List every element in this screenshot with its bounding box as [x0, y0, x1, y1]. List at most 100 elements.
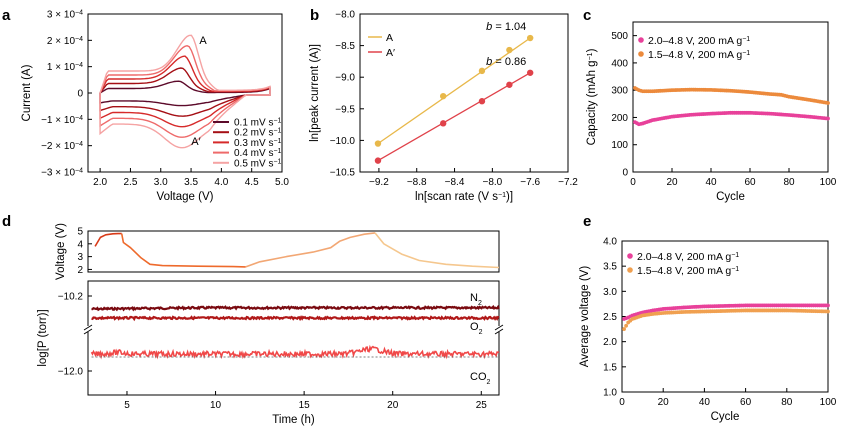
x-axis-label: ln[scan rate (V s−1)]: [415, 191, 513, 203]
y-tick-label: 2: [77, 265, 83, 276]
y-tick-label: 5: [77, 227, 83, 238]
gas-label: N2: [470, 292, 482, 307]
x-tick-label: 25: [476, 400, 488, 411]
gas-label: CO2: [470, 371, 491, 386]
legend-label: 0.1 mV s−1: [234, 117, 282, 129]
voltage-curve: [120, 233, 246, 268]
axis-break-gap: [84, 326, 92, 332]
data-point: [624, 323, 629, 328]
axis-break-mark: [83, 328, 93, 335]
panel-label-c: c: [583, 7, 591, 24]
legend-label: 0.5 mV s−1: [234, 158, 282, 170]
x-axis-label: Time (h): [272, 414, 315, 426]
pressure-frame: [87, 280, 500, 396]
slope-label: b = 0.86: [486, 56, 526, 68]
y-tick-label: −10.5: [330, 168, 356, 179]
legend-label: A: [386, 32, 393, 44]
data-point: [374, 140, 382, 147]
data-point: [622, 327, 626, 331]
y-tick-label: 200: [611, 113, 628, 124]
data-point: [826, 101, 830, 105]
x-tick-label: 4.5: [245, 177, 259, 188]
axis-break-mark: [494, 328, 504, 335]
y-tick-label: −10.0: [330, 136, 356, 147]
panel-label-e: e: [583, 213, 591, 230]
y-tick-label: −12.0: [58, 367, 84, 378]
x-tick-label: 5: [124, 400, 130, 411]
y-tick-label: 3.5: [603, 262, 617, 273]
legend-marker: [627, 267, 633, 273]
legend-label: 1.5–4.8 V, 200 mA g−1: [637, 265, 739, 277]
data-point: [440, 120, 447, 127]
cv-curve: [99, 34, 271, 149]
legend-marker: [638, 37, 644, 43]
legend-label: 0.4 mV s−1: [234, 148, 282, 160]
x-tick-label: 20: [387, 400, 399, 411]
y-tick-label: 3: [77, 252, 83, 263]
fit-line: [377, 72, 531, 162]
data-point: [440, 92, 447, 100]
panel-label-a: a: [2, 7, 11, 24]
x-tick-label: −9.2: [369, 177, 389, 188]
slope-label: b = 1.04: [486, 21, 526, 33]
cv-curve: [99, 80, 271, 107]
legend-label: 2.0–4.8 V, 200 mA g−1: [637, 251, 739, 263]
voltage-frame: [87, 230, 500, 273]
x-tick-label: 20: [666, 177, 678, 188]
x-tick-label: −7.6: [520, 177, 540, 188]
legend-label: A′: [386, 47, 395, 59]
legend-marker: [638, 51, 644, 57]
y-tick-label: −1 × 10−4: [41, 114, 83, 126]
y-tick-label: −9.5: [335, 104, 355, 115]
x-tick-label: 3.5: [184, 177, 198, 188]
x-tick-label: 0: [619, 397, 625, 408]
y-axis-label-pressure: log[P (torr)]: [37, 309, 49, 366]
data-point: [374, 157, 382, 164]
y-tick-label: 2 × 10−4: [47, 35, 83, 47]
y-tick-label: 300: [611, 86, 628, 97]
pressure-trace: [90, 344, 500, 360]
panel-e-average-voltage-chart: 0 20 40 60 80 100 1.0 1.5 2.0 2.5 3.0 3.5 4.0 Cycle Av…: [579, 237, 837, 424]
x-tick-label: 15: [299, 400, 311, 411]
axis-break-mark: [83, 324, 93, 331]
panel-a-cv-chart: 2.0 2.5 3.0 3.5 4.0 4.5 5.0 −3 × 10−4 −2 × 10−4 −…: [21, 9, 289, 203]
x-axis-label: Cycle: [711, 411, 740, 423]
y-tick-label: −9.0: [335, 73, 355, 84]
plot-frame: [621, 240, 829, 393]
x-tick-label: 100: [820, 397, 837, 408]
panel-b-peak-current-chart: −9.2 −8.8 −8.4 −8.0 −7.6 −7.2 −10.5 −10.0 −9.5 −9…: [309, 10, 578, 204]
y-tick-label: 4.0: [603, 237, 617, 248]
data-point: [526, 69, 534, 76]
x-tick-label: 80: [781, 397, 793, 408]
x-tick-label: 2.5: [123, 177, 137, 188]
x-tick-label: 40: [699, 397, 711, 408]
y-tick-label: −2 × 10−4: [41, 141, 83, 153]
pressure-trace: [91, 314, 500, 322]
y-tick-label: −10.2: [58, 292, 84, 303]
axis-break-mark: [494, 324, 504, 331]
data-point: [826, 116, 830, 121]
data-point: [826, 309, 830, 314]
voltage-curve: [94, 232, 122, 247]
panel-label-b: b: [310, 7, 319, 24]
y-tick-label: −8.5: [335, 41, 355, 52]
legend-label: 1.5–4.8 V, 200 mA g−1: [648, 49, 750, 61]
y-axis-label: ln[peak current (A)]: [309, 44, 321, 142]
legend-label: 0.2 mV s−1: [234, 127, 282, 139]
legend-label: 0.3 mV s−1: [234, 137, 282, 149]
x-tick-label: −8.0: [482, 177, 502, 188]
x-tick-label: −7.2: [558, 177, 578, 188]
annotation-peak-a-prime: A′: [191, 136, 200, 148]
x-tick-label: 0: [630, 177, 636, 188]
y-axis-label: Current (A): [21, 64, 33, 121]
x-axis-label: Cycle: [716, 191, 745, 203]
fit-line: [377, 37, 531, 145]
data-point: [826, 303, 830, 308]
y-tick-label: 1 × 10−4: [47, 62, 83, 74]
voltage-curve: [245, 232, 376, 268]
x-tick-label: 40: [705, 177, 717, 188]
y-tick-label: −3 × 10−4: [41, 167, 83, 179]
x-tick-label: 100: [820, 177, 837, 188]
